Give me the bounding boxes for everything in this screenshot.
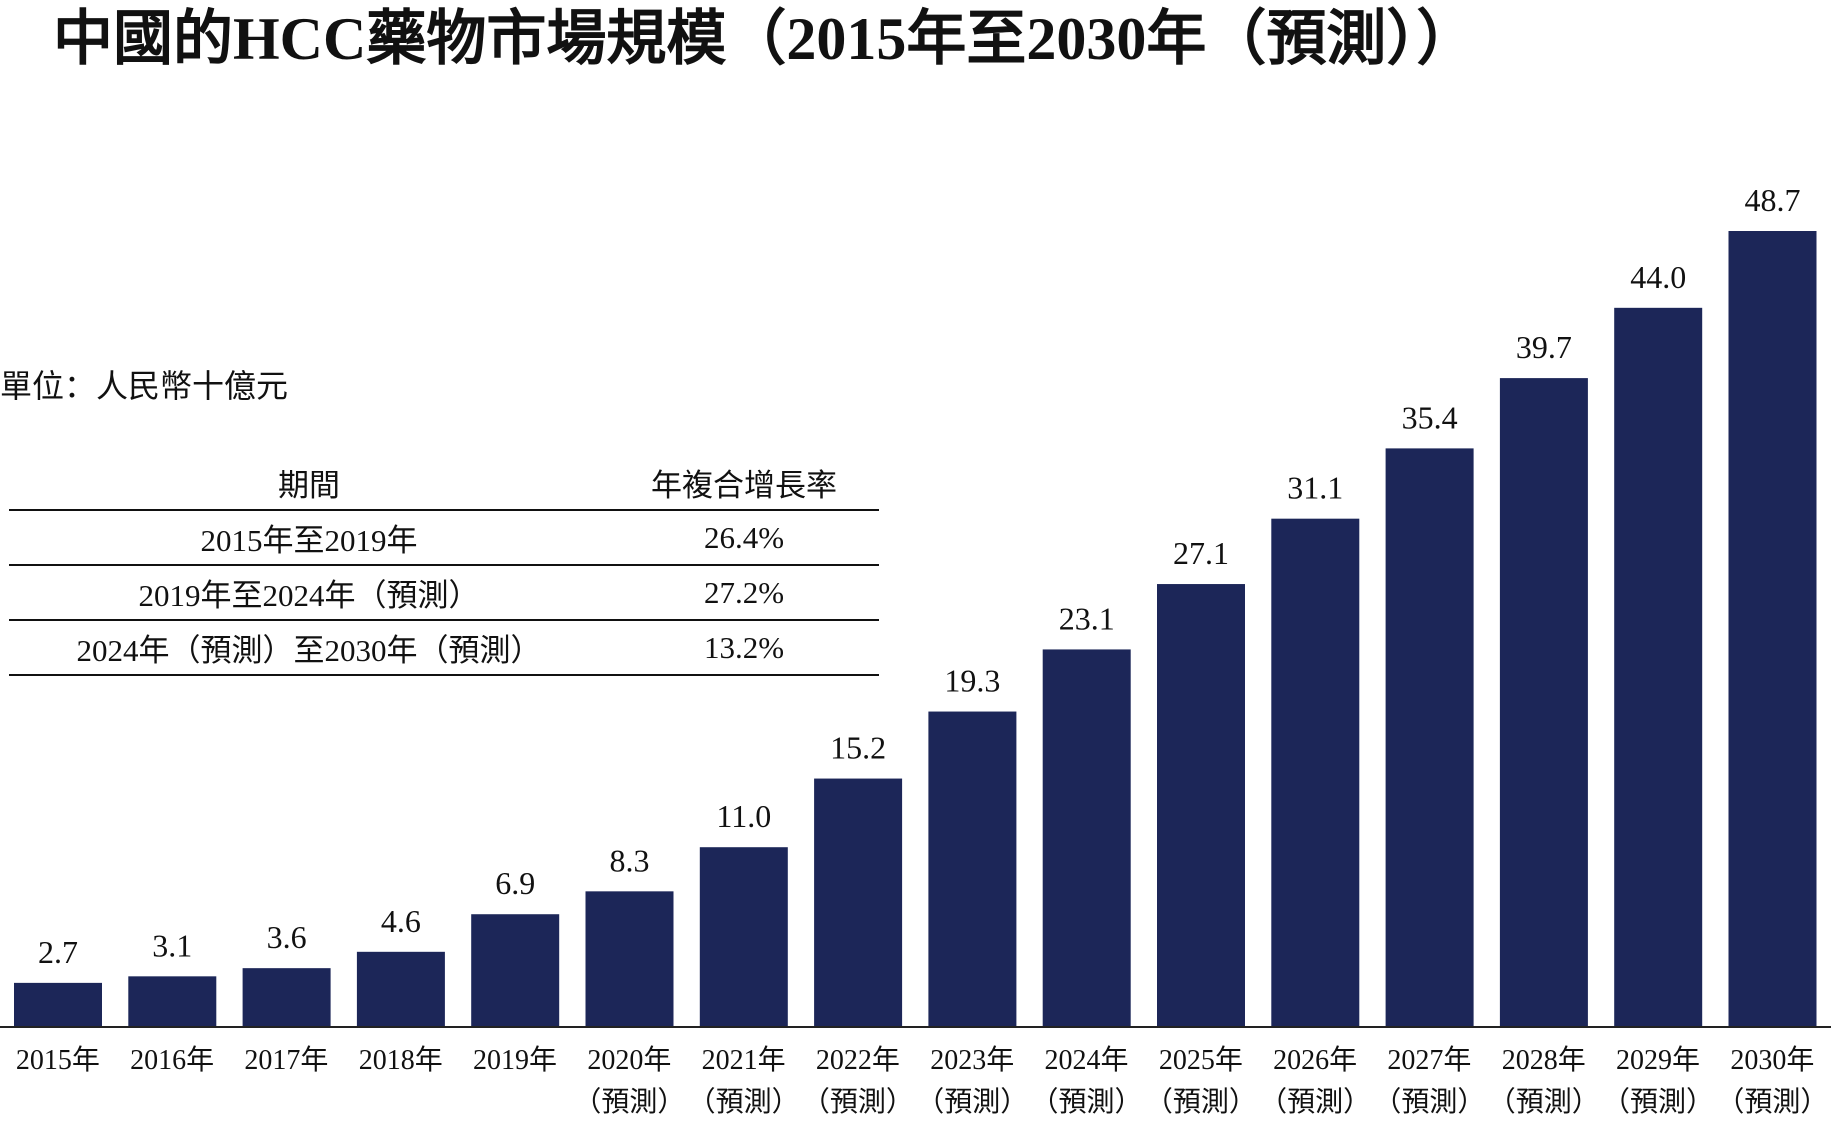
- value-label: 6.9: [495, 865, 535, 901]
- x-tick-label: 2027年 （預測）: [1373, 1045, 1486, 1118]
- value-label: 23.1: [1059, 600, 1115, 636]
- value-label: 27.1: [1173, 535, 1229, 571]
- table-cell: 2019年至2024年（預測）: [138, 578, 480, 613]
- bar: [928, 711, 1017, 1027]
- table-header-row: 期間 年複合增長率: [9, 456, 879, 511]
- bar: [356, 951, 445, 1027]
- x-tick-label: 2025年 （預測）: [1144, 1045, 1257, 1118]
- table-header-cell: 年複合增長率: [651, 468, 837, 503]
- bar: [1385, 448, 1474, 1028]
- table-cell: 2024年（預測）至2030年（預測）: [76, 633, 542, 668]
- x-tick-label: 2026年 （預測）: [1259, 1045, 1372, 1118]
- bar: [1499, 378, 1588, 1027]
- bar: [1728, 231, 1817, 1027]
- x-tick-label: 2018年: [358, 1045, 443, 1076]
- x-tick-label: 2030年 （預測）: [1716, 1045, 1829, 1118]
- bar: [14, 982, 102, 1027]
- bar: [1271, 518, 1360, 1027]
- table-header-cell: 期間: [278, 468, 340, 503]
- value-label: 4.6: [381, 903, 421, 939]
- x-tick-label: 2029年 （預測）: [1602, 1045, 1715, 1118]
- value-label: 39.7: [1516, 329, 1572, 365]
- value-label: 48.7: [1745, 182, 1801, 218]
- chart-title: 中國的HCC藥物市場規模（2015年至2030年（預測））: [53, 6, 1477, 72]
- bar: [128, 976, 217, 1027]
- table-row: 2015年至2019年 26.4%: [9, 511, 879, 566]
- bar: [1614, 307, 1703, 1027]
- value-label: 11.0: [716, 798, 771, 834]
- x-tick-label: 2022年 （預測）: [801, 1045, 914, 1118]
- value-label: 44.0: [1630, 259, 1686, 295]
- cagr-table: 期間 年複合增長率 2015年至2019年 26.4% 2019年至2024年（預測） 2…: [9, 456, 879, 676]
- table-row: 2019年至2024年（預測） 27.2%: [9, 566, 879, 621]
- value-label: 8.3: [610, 842, 650, 878]
- bar: [1042, 649, 1131, 1027]
- x-tick-label: 2019年: [473, 1045, 558, 1076]
- value-label: 2.7: [38, 934, 78, 970]
- table-row: 2024年（預測）至2030年（預測） 13.2%: [9, 621, 879, 676]
- unit-note: 單位：人民幣十億元: [0, 368, 289, 404]
- bar: [242, 968, 331, 1027]
- bar: [814, 778, 903, 1027]
- bar: [1157, 584, 1245, 1027]
- table-cell: 2015年至2019年: [200, 523, 418, 558]
- x-tick-label: 2020年 （預測）: [573, 1045, 686, 1118]
- x-tick-label: 2017年: [244, 1045, 329, 1076]
- table-cell: 13.2%: [703, 629, 785, 665]
- value-label: 31.1: [1287, 470, 1343, 506]
- value-label: 15.2: [830, 730, 886, 766]
- x-tick-label: 2015年: [15, 1045, 100, 1076]
- table-cell: 27.2%: [703, 574, 785, 610]
- bar: [699, 847, 788, 1027]
- table-cell: 26.4%: [703, 519, 785, 555]
- value-label: 3.6: [267, 919, 307, 955]
- value-label: 19.3: [944, 663, 1000, 699]
- x-tick-label: 2016年: [130, 1045, 215, 1076]
- value-label: 3.1: [152, 927, 192, 963]
- x-tick-label: 2028年 （預測）: [1487, 1045, 1600, 1118]
- value-label: 35.4: [1402, 399, 1458, 435]
- x-tick-label: 2021年 （預測）: [687, 1045, 800, 1118]
- bar: [585, 891, 674, 1027]
- bar: [471, 914, 560, 1027]
- x-tick-label: 2023年 （預測）: [916, 1045, 1029, 1118]
- x-tick-label: 2024年 （預測）: [1030, 1045, 1143, 1118]
